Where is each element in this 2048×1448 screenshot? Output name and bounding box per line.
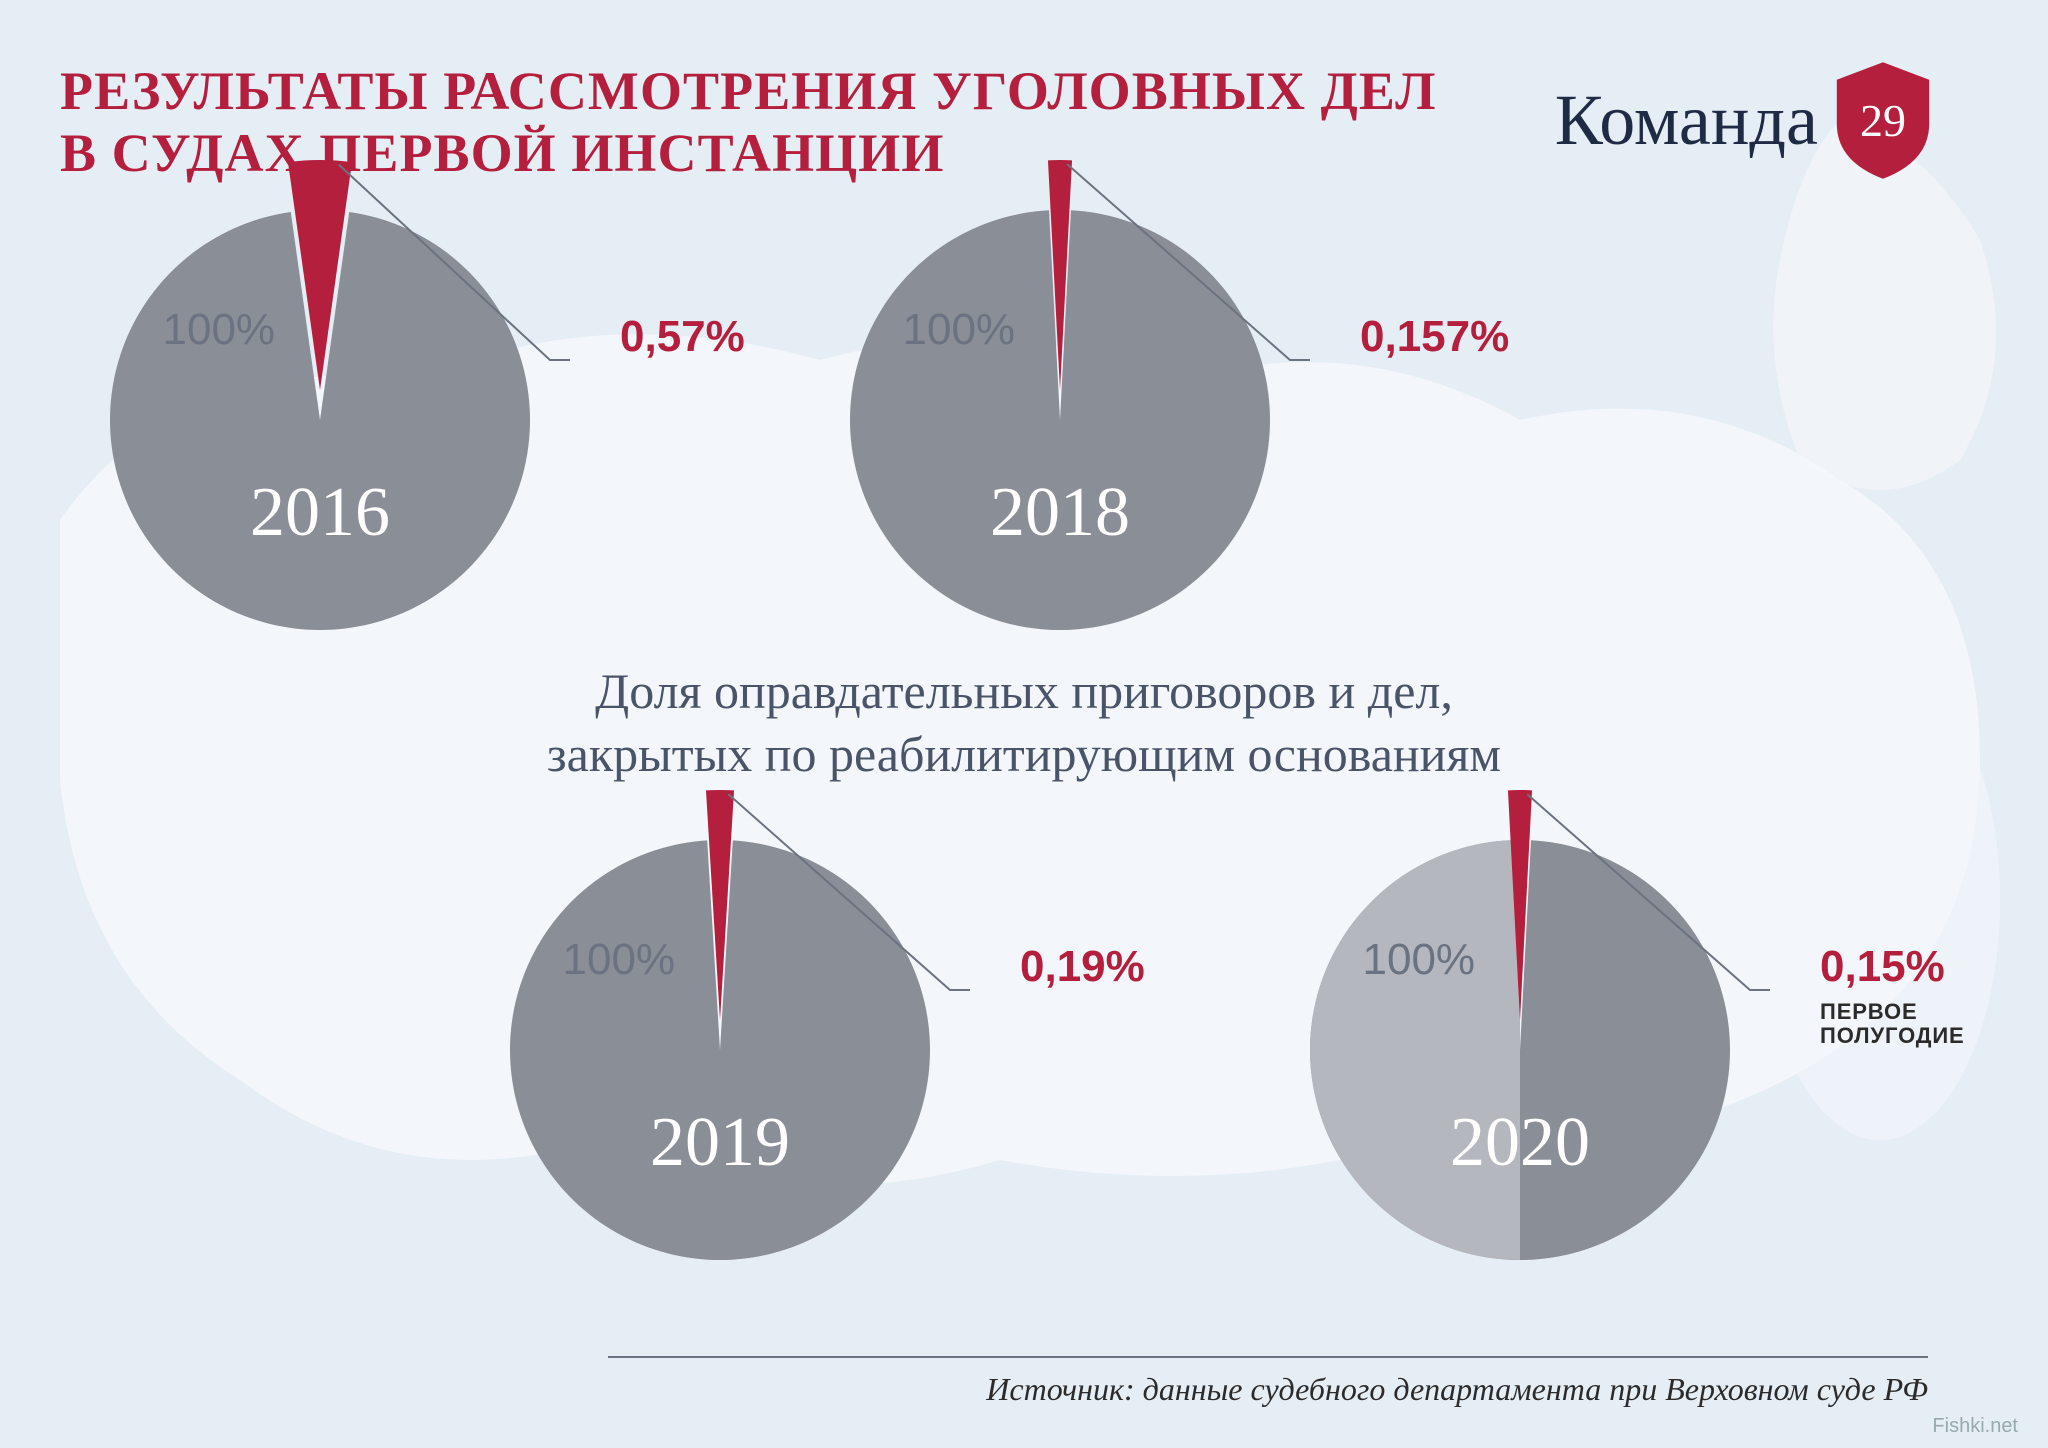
- pie-2018-value-label: 0,157%: [1360, 312, 1509, 362]
- pie-2019: 100% 2019: [470, 780, 970, 1320]
- brand-logo-text: Команда: [1555, 79, 1818, 162]
- pie-2020-year: 2020: [1270, 1103, 1770, 1183]
- source-divider: [608, 1356, 1928, 1358]
- pie-2019-year: 2019: [470, 1103, 970, 1183]
- pie-2018-100-label: 100%: [903, 305, 1016, 355]
- pie-2016-100-label: 100%: [163, 305, 276, 355]
- infographic-canvas: РЕЗУЛЬТАТЫ РАССМОТРЕНИЯ УГОЛОВНЫХ ДЕЛ В …: [0, 0, 2048, 1448]
- brand-logo-number: 29: [1828, 60, 1938, 181]
- pie-2020-value-label: 0,15%: [1820, 942, 1945, 992]
- source-text: Источник: данные судебного департамента …: [986, 1371, 1928, 1408]
- pie-2019-100-label: 100%: [563, 935, 676, 985]
- pie-2016-year: 2016: [70, 473, 570, 553]
- pie-2020: 100% 2020: [1270, 780, 1770, 1320]
- watermark: Fishki.net: [1932, 1415, 2018, 1438]
- pie-2016-value-label: 0,57%: [620, 312, 745, 362]
- brand-logo: Команда 29: [1555, 60, 1938, 181]
- pie-2018: 100% 2018: [810, 150, 1310, 690]
- brand-logo-badge: 29: [1828, 60, 1938, 181]
- pie-2020-sub-label: ПЕРВОЕ ПОЛУГОДИЕ: [1820, 1000, 1965, 1048]
- pie-2016: 100% 2016: [70, 150, 570, 690]
- pie-2020-100-label: 100%: [1363, 935, 1476, 985]
- pie-2018-year: 2018: [810, 473, 1310, 553]
- pie-2019-value-label: 0,19%: [1020, 942, 1145, 992]
